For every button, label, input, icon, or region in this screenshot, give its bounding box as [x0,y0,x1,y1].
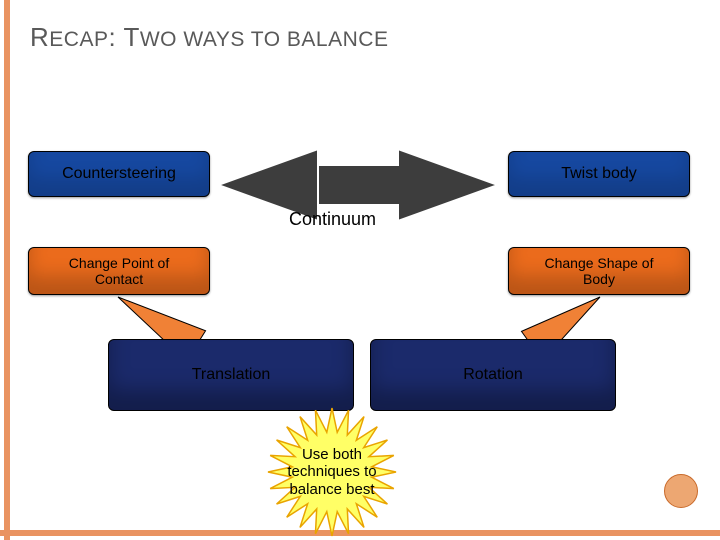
starburst-label: Use bothtechniques tobalance best [277,446,387,498]
